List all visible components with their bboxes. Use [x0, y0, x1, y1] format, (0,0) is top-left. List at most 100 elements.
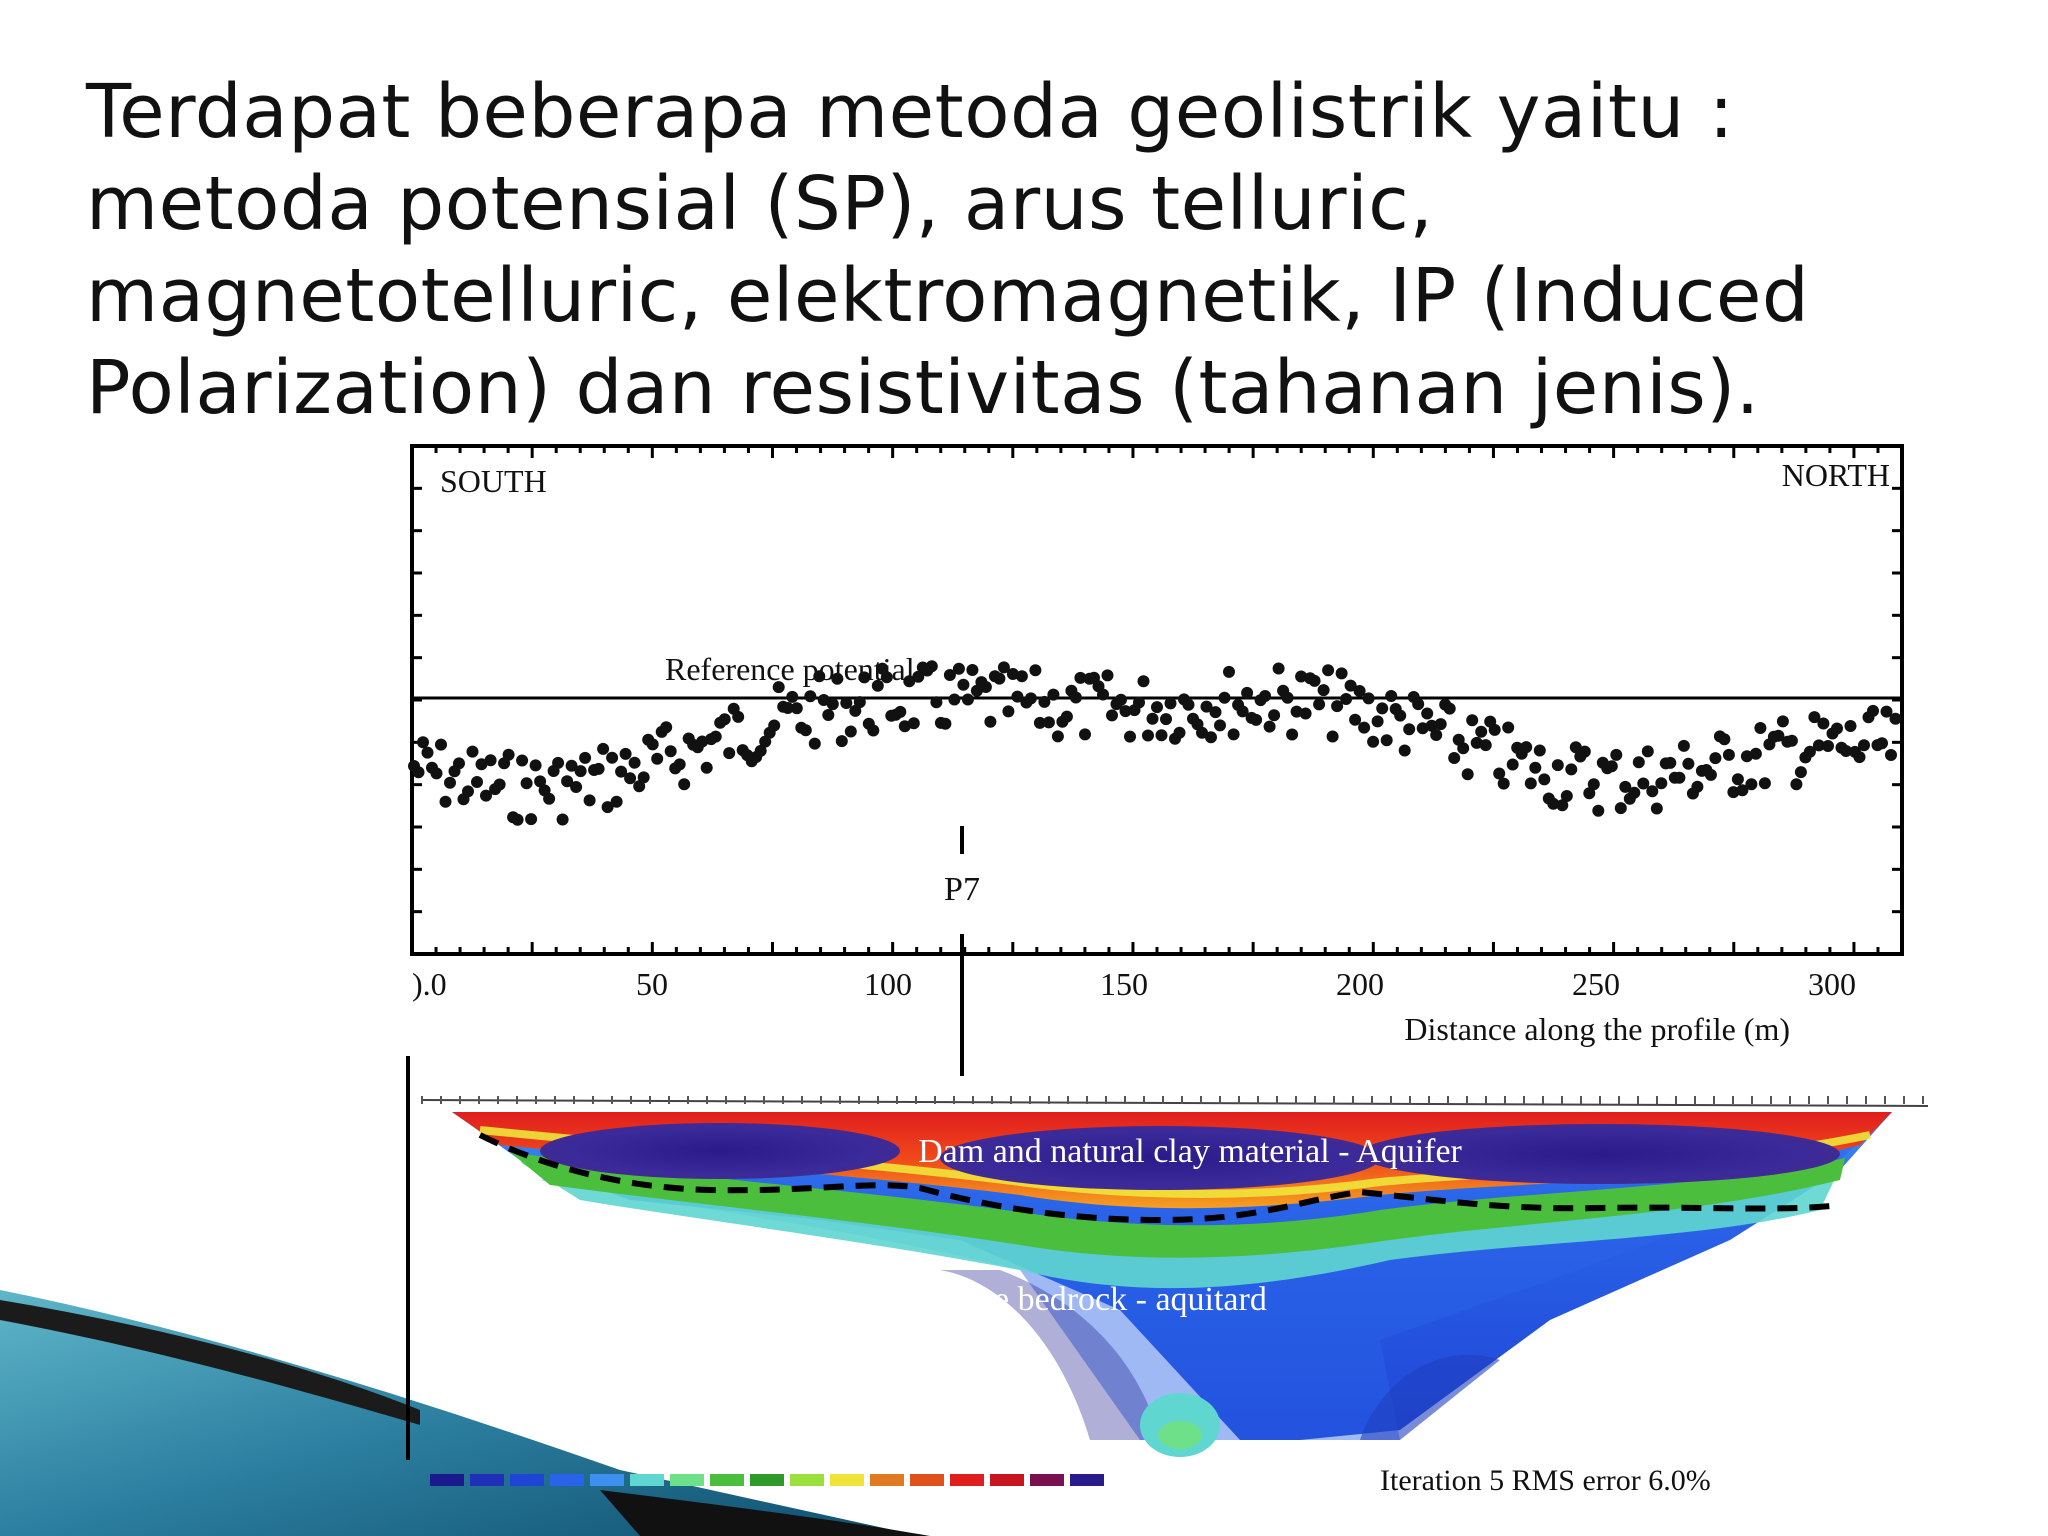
sp-data-point — [709, 730, 722, 743]
sp-data-point — [1416, 722, 1429, 735]
sp-data-point — [718, 713, 731, 726]
sp-data-point — [435, 738, 447, 751]
reference-potential-label: Reference potential — [665, 651, 915, 687]
sp-resistivity-figure: SOUTH NORTH Reference potential P7 ).0 5… — [400, 440, 1940, 1536]
sp-data-point — [1236, 705, 1249, 718]
resistivity-section-panel: Dam and natural clay material - Aquifer … — [406, 1056, 1929, 1497]
sp-data-point — [1876, 737, 1888, 750]
color-scale-swatch — [710, 1474, 744, 1486]
sp-data-point — [574, 765, 587, 778]
sp-data-point — [1605, 760, 1618, 773]
sp-data-point — [1794, 766, 1807, 779]
sp-data-point — [646, 738, 659, 751]
sp-data-point — [844, 725, 857, 738]
sp-data-point — [1160, 713, 1172, 726]
sp-data-point — [831, 672, 844, 685]
sp-data-point — [439, 795, 452, 808]
sp-data-point — [1885, 749, 1897, 761]
sp-data-point — [1430, 729, 1443, 741]
sp-data-point — [840, 697, 853, 709]
sp-data-point — [1610, 748, 1623, 761]
sp-data-point — [1457, 742, 1470, 755]
color-scale-swatch — [790, 1474, 824, 1486]
sp-data-point — [700, 761, 713, 774]
sp-data-point — [529, 759, 542, 772]
sp-data-point — [1682, 757, 1695, 770]
sp-data-point — [925, 660, 938, 673]
sp-data-point — [606, 751, 619, 764]
sp-data-point — [1772, 729, 1785, 742]
sp-data-point — [484, 754, 497, 767]
sp-data-point — [1164, 697, 1177, 710]
sp-data-point — [1299, 707, 1312, 720]
sp-axis-ticks — [410, 446, 1904, 954]
sp-data-point — [1205, 731, 1217, 744]
color-scale-swatch — [1070, 1474, 1104, 1486]
sp-data-point — [1272, 662, 1285, 675]
sp-data-point — [1691, 780, 1704, 793]
sp-data-point — [993, 672, 1006, 685]
sp-data-point — [1340, 693, 1353, 705]
sp-data-point — [1214, 719, 1226, 732]
sp-data-point — [1313, 698, 1326, 711]
sp-data-point — [610, 795, 623, 808]
sp-data-point — [1867, 704, 1879, 717]
sp-data-point — [1358, 721, 1371, 734]
sp-data-point — [930, 696, 943, 709]
sp-data-point — [696, 735, 709, 748]
sp-data-point — [772, 681, 785, 694]
sp-data-point — [1097, 688, 1109, 701]
sp-data-point — [1493, 767, 1506, 780]
sp-data-point — [1182, 698, 1195, 711]
sp-data-point — [615, 765, 628, 778]
sp-data-point — [543, 792, 556, 805]
sp-data-point — [1133, 696, 1145, 709]
sp-data-point — [835, 735, 848, 748]
sp-data-point — [1002, 705, 1015, 718]
sp-data-point — [1754, 722, 1767, 734]
sp-data-point — [633, 780, 646, 793]
x-tick-label: ).0 — [412, 966, 447, 1002]
sp-data-point — [1776, 715, 1789, 728]
sp-data-point — [579, 751, 592, 764]
sp-data-point — [1722, 748, 1735, 761]
sp-data-point — [1349, 713, 1362, 726]
interpreted-boundary-dashed-line — [478, 1132, 1841, 1224]
x-tick-label: 100 — [864, 966, 912, 1002]
sp-data-point — [516, 754, 529, 767]
sp-data-point — [1227, 728, 1240, 741]
sp-data-point — [637, 771, 650, 784]
sp-data-point — [1101, 669, 1114, 682]
sp-data-point — [556, 813, 569, 826]
sp-profile-panel: SOUTH NORTH Reference potential P7 ).0 5… — [408, 444, 1904, 1076]
sp-data-point — [412, 766, 425, 779]
sp-data-point — [1880, 705, 1893, 718]
sp-data-point — [1488, 723, 1501, 736]
sp-data-point — [1259, 690, 1272, 702]
sp-data-point — [534, 775, 547, 788]
north-label: NORTH — [1782, 457, 1890, 493]
color-scale-swatch — [590, 1474, 624, 1486]
sp-data-point — [466, 745, 479, 758]
x-tick-label: 150 — [1100, 966, 1148, 1002]
sp-data-point — [1421, 707, 1434, 720]
sp-data-point — [493, 778, 506, 791]
sp-data-point — [1628, 786, 1641, 799]
transition-band-green — [510, 1152, 1845, 1258]
sp-data-point — [1466, 714, 1479, 727]
sp-data-point — [1533, 744, 1546, 757]
sp-data-point — [1655, 777, 1668, 790]
sp-data-point — [1803, 745, 1816, 758]
sp-data-point — [1822, 740, 1834, 752]
south-label: SOUTH — [440, 463, 547, 499]
sp-data-point — [1520, 741, 1533, 754]
sp-data-point — [880, 671, 893, 684]
sp-data-point — [1412, 698, 1425, 711]
sp-data-point — [462, 785, 474, 798]
sp-data-point — [1290, 705, 1303, 718]
sp-data-point — [1592, 804, 1605, 817]
sp-data-point — [1024, 692, 1037, 705]
sp-data-point — [1371, 715, 1384, 728]
aquifer-core-right — [1360, 1124, 1840, 1184]
sp-plot-frame — [410, 444, 1904, 956]
